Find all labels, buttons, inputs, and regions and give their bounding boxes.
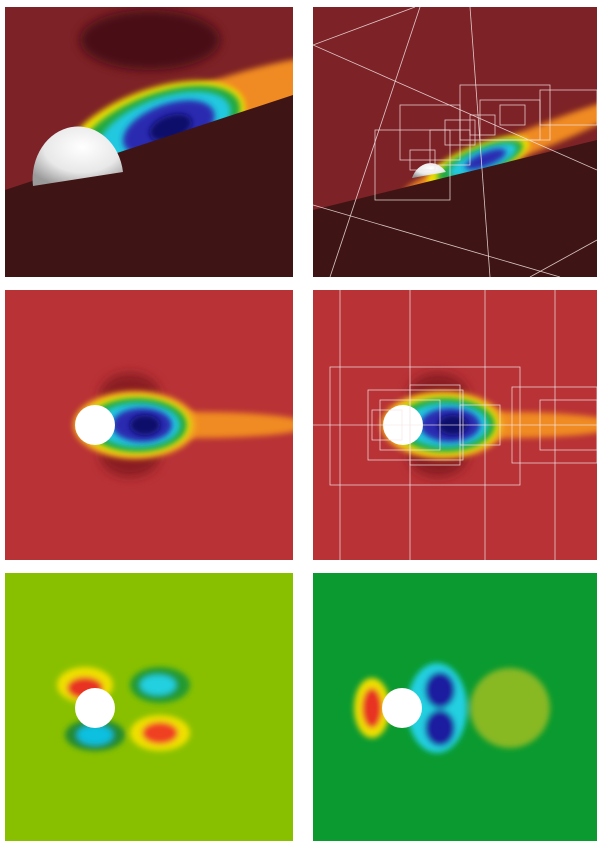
- cylinder: [382, 688, 422, 728]
- sphere: [412, 163, 446, 178]
- panel-field-a: [5, 573, 293, 841]
- ground-plane: [5, 95, 293, 277]
- field-lobes: [57, 667, 190, 751]
- cylinder: [75, 688, 115, 728]
- panel-3d-grid: [313, 7, 597, 277]
- mesh-grid: [313, 290, 597, 560]
- panel-field-b: [313, 573, 597, 841]
- panel-3d: [5, 7, 293, 277]
- field-lobes: [354, 663, 550, 753]
- field-region: [80, 10, 220, 70]
- sphere: [32, 126, 123, 186]
- panel-slice-grid: [313, 290, 597, 560]
- ground-plane: [313, 140, 597, 277]
- wake: [403, 93, 597, 194]
- mesh-grid: [313, 7, 597, 277]
- panel-slice: [5, 290, 293, 560]
- background: [5, 573, 293, 841]
